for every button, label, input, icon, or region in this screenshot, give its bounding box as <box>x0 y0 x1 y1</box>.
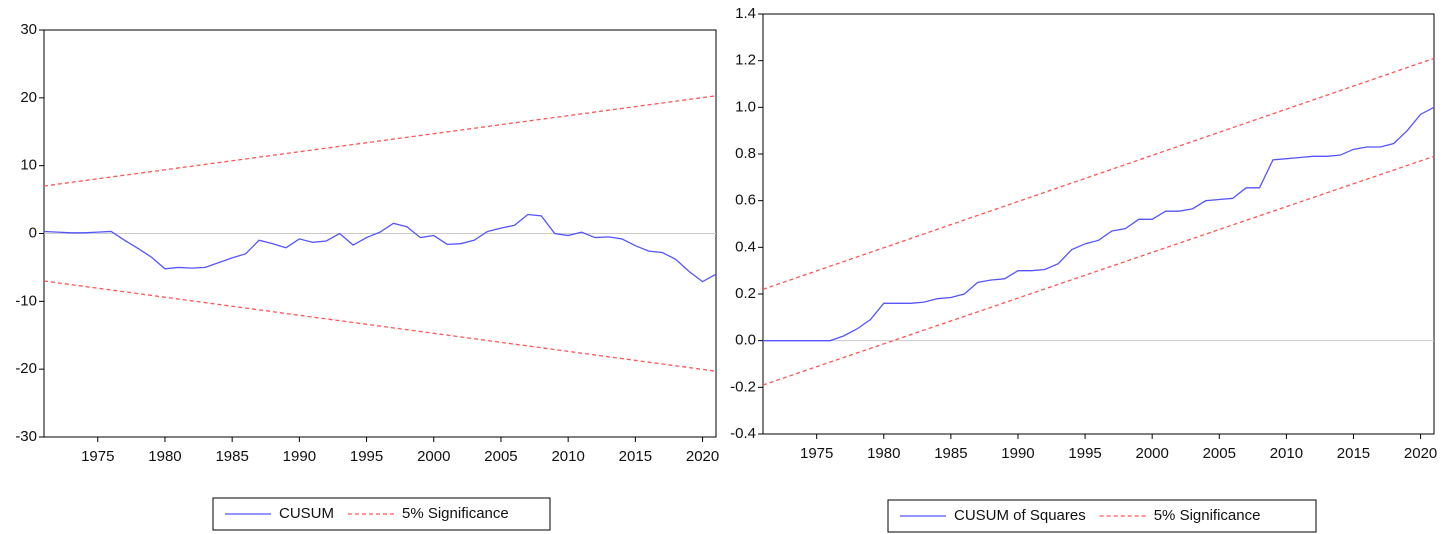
x-tick-label: 2020 <box>1404 445 1437 462</box>
cusum-line <box>43 213 717 283</box>
y-tick-label: 1.0 <box>735 98 756 115</box>
y-tick-label: 0.2 <box>735 285 756 302</box>
y-tick-label: -0.4 <box>730 425 756 442</box>
upper-bound <box>762 57 1435 290</box>
y-tick-label: -20 <box>15 360 37 377</box>
y-tick-label: 10 <box>20 157 37 174</box>
plot-frame <box>762 13 1435 435</box>
legend-label: CUSUM <box>279 505 334 522</box>
lower-bound <box>43 280 717 372</box>
x-tick-label: 2020 <box>686 448 719 465</box>
x-tick-label: 2010 <box>1270 445 1303 462</box>
x-tick-label: 2010 <box>551 448 584 465</box>
lower-bound <box>762 155 1435 386</box>
x-tick-label: 2000 <box>1135 445 1168 462</box>
x-tick-label: 1995 <box>1068 445 1101 462</box>
y-tick-label: -30 <box>15 428 37 445</box>
y-tick-label: 0 <box>29 224 37 241</box>
x-tick-label: 2000 <box>417 448 450 465</box>
x-tick-label: 2005 <box>484 448 517 465</box>
y-tick-label: 20 <box>20 89 37 106</box>
y-tick-label: 0.4 <box>735 238 756 255</box>
x-tick-label: 1980 <box>148 448 181 465</box>
x-tick-label: 1975 <box>81 448 114 465</box>
y-tick-label: 30 <box>20 21 37 38</box>
x-tick-label: 1990 <box>1001 445 1034 462</box>
y-tick-label: 1.2 <box>735 52 756 69</box>
legend-label: 5% Significance <box>1154 507 1261 524</box>
y-tick-label: 1.4 <box>735 5 756 22</box>
y-tick-label: -10 <box>15 292 37 309</box>
y-tick-label: 0.6 <box>735 192 756 209</box>
y-tick-label: -0.2 <box>730 378 756 395</box>
x-tick-label: 1975 <box>800 445 833 462</box>
legend-label: 5% Significance <box>402 505 509 522</box>
y-tick-label: 0.0 <box>735 332 756 349</box>
x-tick-label: 1980 <box>867 445 900 462</box>
x-tick-label: 2005 <box>1203 445 1236 462</box>
cusum-line <box>763 106 1435 342</box>
legend-label: CUSUM of Squares <box>954 507 1086 524</box>
x-tick-label: 2015 <box>1337 445 1370 462</box>
y-tick-label: 0.8 <box>735 145 756 162</box>
x-tick-label: 1990 <box>283 448 316 465</box>
x-tick-label: 1985 <box>934 445 967 462</box>
upper-bound <box>43 95 717 187</box>
x-tick-label: 1995 <box>350 448 383 465</box>
x-tick-label: 1985 <box>215 448 248 465</box>
x-tick-label: 2015 <box>619 448 652 465</box>
